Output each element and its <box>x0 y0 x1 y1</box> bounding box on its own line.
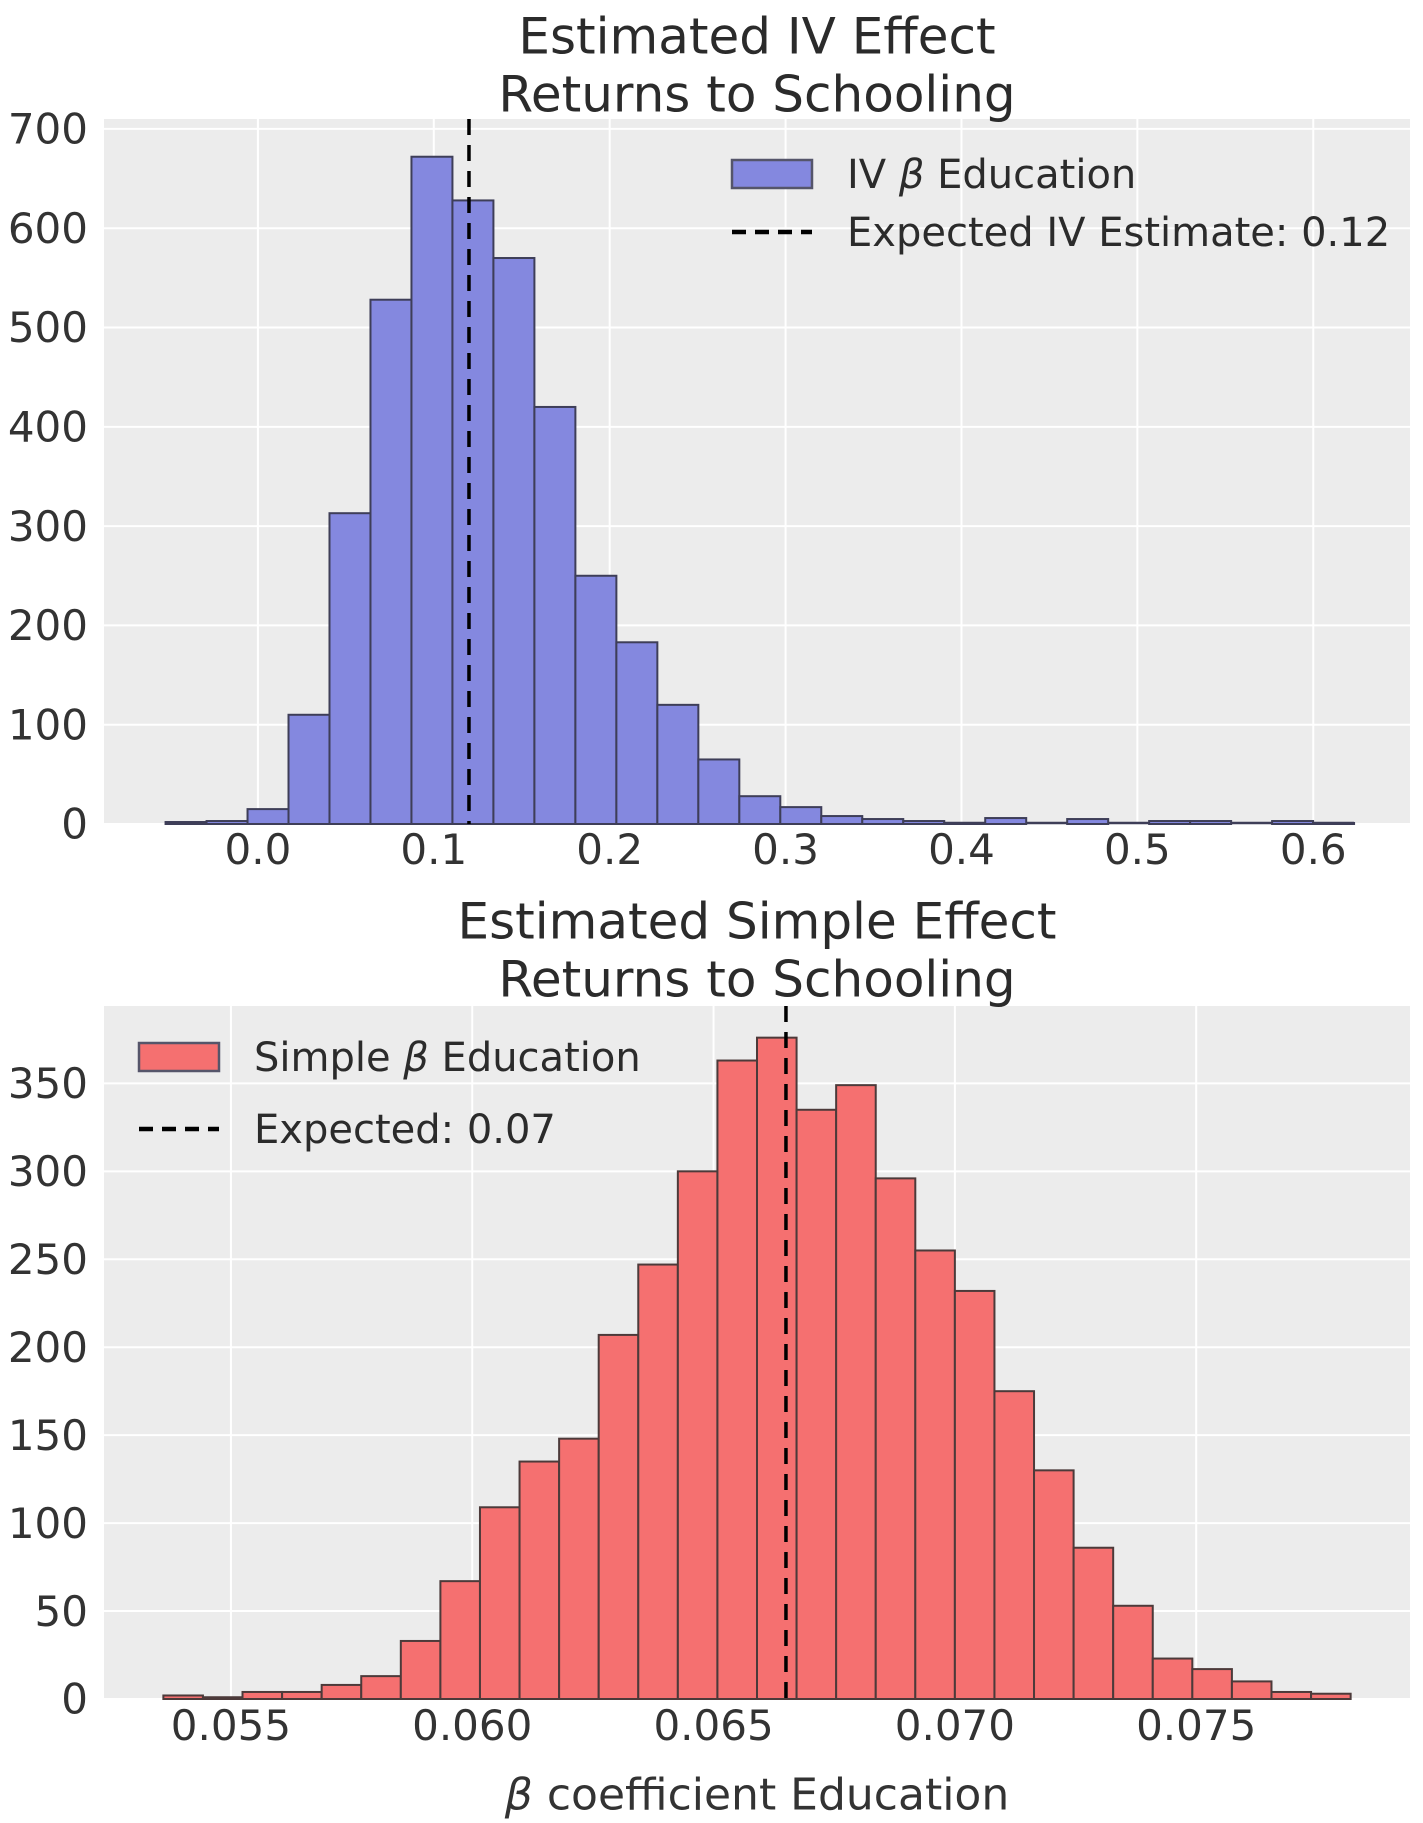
legend-label: Expected: 0.07 <box>254 1107 556 1153</box>
histogram-bar <box>1270 1690 1313 1701</box>
x-tick-label: 0.6 <box>1280 825 1347 874</box>
x-tick-label: 0.2 <box>576 825 643 874</box>
histogram-bar <box>328 512 372 825</box>
y-tick-label: 300 <box>8 502 88 551</box>
histogram-bar <box>779 806 823 825</box>
histogram-bar <box>320 1683 363 1701</box>
y-tick-label: 350 <box>8 1059 88 1108</box>
histogram-bar <box>615 641 659 826</box>
histogram-bar <box>241 1690 284 1701</box>
x-tick-label: 0.075 <box>1136 1701 1256 1750</box>
histogram-bar <box>874 1177 917 1701</box>
y-tick-label: 200 <box>8 1323 88 1372</box>
histogram-bar <box>1151 1657 1194 1700</box>
histogram-bar <box>518 1460 561 1701</box>
histogram-bar <box>1271 820 1315 825</box>
x-tick-label: 0.4 <box>928 825 995 874</box>
x-axis-label: β coefficient Education <box>504 1769 1009 1820</box>
histogram-bar <box>1112 1604 1154 1700</box>
y-tick-label: 50 <box>35 1587 88 1636</box>
histogram-bar <box>574 574 618 825</box>
y-tick-label: 700 <box>8 105 88 154</box>
histogram-bar <box>716 1059 759 1700</box>
histogram-bar <box>943 822 987 825</box>
histogram-bar <box>993 1390 1036 1700</box>
histogram-bar <box>697 758 741 826</box>
histogram-bar <box>1066 818 1110 826</box>
histogram-bar <box>1189 820 1233 825</box>
legend-label: IV β Education <box>847 152 1136 198</box>
y-tick-label: 0 <box>61 800 88 849</box>
y-tick-label: 250 <box>8 1235 88 1284</box>
histogram-bar <box>795 1108 838 1701</box>
chart-title-line: Estimated IV Effect <box>518 8 995 66</box>
histogram-bar <box>399 1639 442 1701</box>
histogram-bar <box>597 1333 640 1700</box>
chart-title-line: Estimated Simple Effect <box>458 893 1057 951</box>
histogram-bar <box>1310 1692 1352 1701</box>
histogram-bar <box>162 1694 204 1700</box>
histogram-bar <box>558 1437 600 1701</box>
legend-label: Simple β Education <box>254 1035 641 1081</box>
histogram-bar <box>360 1675 402 1701</box>
histogram-bar <box>369 298 413 825</box>
histogram-bar <box>439 1580 481 1700</box>
chart-title-line: Returns to Schooling <box>498 66 1015 124</box>
y-tick-label: 150 <box>8 1411 88 1460</box>
histogram-bar <box>656 703 700 826</box>
histogram-bar <box>281 1690 323 1701</box>
y-tick-label: 300 <box>8 1147 88 1196</box>
histogram-bar <box>246 808 290 826</box>
histogram-bar <box>1072 1546 1115 1701</box>
x-tick-label: 0.0 <box>225 825 292 874</box>
histogram-bar <box>1033 1469 1075 1701</box>
y-tick-label: 200 <box>8 601 88 650</box>
histogram-bar <box>492 257 536 825</box>
chart-title-line: Returns to Schooling <box>498 951 1015 1009</box>
legend-patch-swatch <box>730 158 814 190</box>
histogram-bar <box>820 815 864 825</box>
x-tick-label: 0.3 <box>752 825 819 874</box>
histogram-bar <box>1148 820 1192 825</box>
histogram-bar <box>1230 1680 1273 1700</box>
y-tick-label: 0 <box>61 1675 88 1724</box>
x-tick-label: 0.070 <box>895 1701 1015 1750</box>
y-tick-label: 600 <box>8 204 88 253</box>
histogram-bar <box>205 820 249 825</box>
histogram-bar <box>164 821 208 826</box>
histogram-bar <box>201 1696 244 1700</box>
histogram-bar <box>676 1170 719 1701</box>
legend-label: Expected IV Estimate: 0.12 <box>847 210 1390 256</box>
histogram-bar <box>914 1249 956 1700</box>
y-tick-label: 100 <box>8 700 88 749</box>
plot-area <box>104 119 1410 824</box>
x-tick-label: 0.065 <box>653 1701 773 1750</box>
histogram-bar <box>984 817 1028 825</box>
histogram-bar <box>533 405 577 825</box>
y-tick-label: 400 <box>8 403 88 452</box>
histogram-bar <box>478 1506 521 1701</box>
histogram-bar <box>287 713 331 826</box>
legend-patch-swatch <box>137 1041 221 1073</box>
x-tick-label: 0.055 <box>171 1701 291 1750</box>
histogram-bar <box>1312 822 1356 825</box>
histogram-bar <box>756 1036 798 1700</box>
histogram-bar <box>410 155 454 825</box>
histogram-bar <box>861 818 905 826</box>
histogram-bar <box>738 795 782 826</box>
histogram-bar <box>637 1263 679 1700</box>
histogram-bar <box>451 199 495 825</box>
y-tick-label: 500 <box>8 303 88 352</box>
histogram-bar <box>902 820 946 825</box>
x-tick-label: 0.1 <box>400 825 467 874</box>
histogram-bar <box>835 1084 877 1701</box>
x-tick-label: 0.5 <box>1104 825 1171 874</box>
histogram-bar <box>953 1289 996 1700</box>
x-tick-label: 0.060 <box>412 1701 532 1750</box>
histogram-bar <box>1191 1668 1233 1701</box>
y-tick-label: 100 <box>8 1499 88 1548</box>
